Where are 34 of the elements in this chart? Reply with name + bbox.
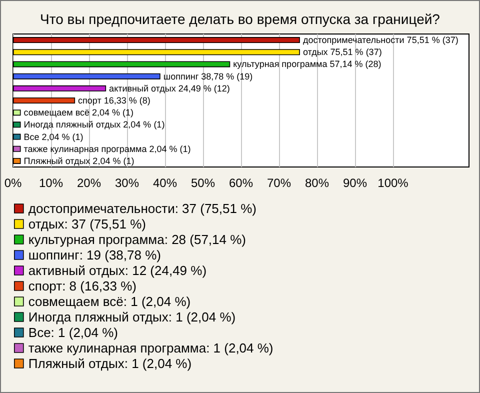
legend-label: отдых: 37 (75,51 %) (28, 216, 146, 232)
x-tick-label: 0% (4, 176, 22, 190)
data-label: отдых 75,51 % (37) (302, 47, 382, 58)
data-label: активный отдых 24,49 % (12) (109, 83, 230, 94)
data-label: совмещаем всё 2,04 % (1) (24, 108, 134, 118)
legend-label: Пляжный отдых: 1 (2,04 %) (28, 356, 192, 371)
legend-label: активный отдых: 12 (24,49 %) (28, 263, 207, 278)
legend-label: также кулинарная программа: 1 (2,04 %) (28, 340, 274, 356)
x-tick-label: 90% (342, 176, 368, 190)
x-tick-label: 30% (114, 176, 140, 190)
data-label: Иногда пляжный отдых 2,04 % (1) (24, 120, 165, 130)
x-tick-label: 10% (38, 176, 64, 190)
data-label: спорт 16,33 % (8) (78, 96, 150, 106)
x-tick-label: 70% (266, 176, 292, 190)
x-tick-label: 50% (190, 176, 216, 190)
x-tick-label: 60% (228, 176, 254, 190)
legend-label: культурная программа: 28 (57,14 %) (28, 232, 246, 247)
x-tick-label: 100% (378, 176, 409, 190)
data-label: Все 2,04 % (1) (24, 132, 84, 142)
legend-label: шоппинг: 19 (38,78 %) (28, 248, 161, 262)
legend-label: достопримечательности: 37 (75,51 %) (28, 201, 256, 216)
data-label: Пляжный отдых 2,04 % (1) (24, 156, 134, 166)
data-label: достопримечательности 75,51 % (37) (302, 35, 458, 46)
x-tick-label: 40% (152, 176, 178, 190)
legend-label: спорт: 8 (16,33 %) (28, 278, 137, 294)
legend-label: совмещаем всё: 1 (2,04 %) (28, 294, 191, 309)
data-label: культурная программа 57,14 % (28) (233, 59, 382, 70)
data-label: также кулинарная программа 2,04 % (1) (24, 144, 191, 154)
x-tick-label: 20% (76, 176, 102, 190)
legend-label: Иногда пляжный отдых: 1 (2,04 %) (28, 310, 236, 324)
chart-title: Что вы предпочитаете делать во время отпуска за границей? (40, 11, 440, 27)
x-tick-label: 80% (304, 176, 330, 190)
data-label: шоппинг 38,78 % (19) (163, 71, 253, 82)
legend-label: Все: 1 (2,04 %) (28, 325, 118, 340)
